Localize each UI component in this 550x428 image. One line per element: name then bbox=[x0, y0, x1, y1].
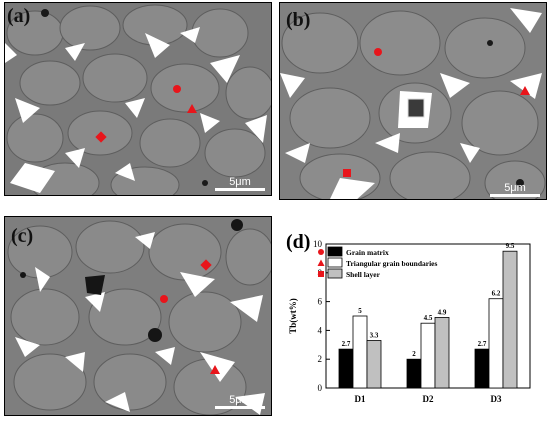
bar-data-label: 5 bbox=[358, 307, 362, 315]
legend-marker-square bbox=[318, 271, 324, 277]
legend-entry: Triangular grain boundaries bbox=[346, 259, 437, 268]
triangular-boundary-marker bbox=[187, 104, 197, 113]
y-tick-label: 10 bbox=[313, 239, 323, 249]
legend-swatch bbox=[327, 268, 343, 279]
legend-entry: Shell layer bbox=[346, 270, 381, 279]
x-tick-label: D2 bbox=[423, 394, 434, 404]
bar-data-label: 3.3 bbox=[370, 331, 379, 339]
bar bbox=[406, 358, 422, 389]
micrograph-c-image bbox=[5, 217, 271, 415]
panel-a-markers bbox=[95, 85, 197, 143]
triangular-boundary-marker bbox=[520, 86, 530, 95]
bar-data-label: 2.7 bbox=[342, 340, 351, 348]
y-tick-label: 4 bbox=[318, 325, 323, 335]
shell-layer-marker bbox=[200, 259, 212, 271]
bar bbox=[434, 317, 450, 389]
scale-bar-a: 5μm bbox=[215, 173, 265, 191]
scale-bar-b-text: 5μm bbox=[504, 182, 526, 194]
grain-matrix-marker bbox=[374, 48, 382, 56]
bar bbox=[502, 250, 518, 389]
legend-swatch bbox=[327, 257, 343, 268]
panel-d-label: (d) bbox=[286, 231, 310, 253]
micrograph-panel-a: (a) 5μm bbox=[4, 2, 272, 196]
grain-matrix-marker bbox=[173, 85, 181, 93]
bar-data-label: 9.5 bbox=[506, 242, 515, 250]
shell-layer-marker bbox=[343, 169, 351, 177]
triangular-boundary-marker bbox=[210, 365, 220, 374]
micrograph-panel-b: (b) 5μm bbox=[279, 2, 547, 200]
x-tick-label: D1 bbox=[355, 394, 366, 404]
bar-data-label: 4.9 bbox=[438, 308, 447, 316]
scale-bar-a-text: 5μm bbox=[229, 176, 251, 188]
bar-data-label: 2.7 bbox=[478, 340, 487, 348]
scale-bar-c: 5μm bbox=[215, 391, 265, 409]
panel-b-markers bbox=[343, 48, 530, 177]
panel-c-markers bbox=[160, 259, 220, 374]
bar bbox=[352, 315, 368, 389]
y-tick-label: 6 bbox=[318, 297, 323, 307]
scale-bar-b: 5μm bbox=[490, 179, 540, 197]
legend-marker-circle bbox=[318, 249, 324, 255]
bar-data-label: 6.2 bbox=[492, 290, 501, 298]
shell-layer-marker bbox=[95, 131, 107, 143]
grain-matrix-marker bbox=[160, 295, 168, 303]
legend-marker-triangle bbox=[317, 259, 325, 266]
y-tick-label: 0 bbox=[318, 383, 323, 393]
legend-entry: Grain matrix bbox=[346, 248, 389, 257]
bar bbox=[420, 322, 436, 389]
micrograph-b-image bbox=[280, 3, 546, 199]
scale-bar-c-text: 5μm bbox=[229, 394, 251, 406]
bar-data-label: 4.5 bbox=[424, 314, 433, 322]
bar bbox=[474, 348, 490, 389]
panel-c-label: (c) bbox=[11, 225, 34, 247]
y-tick-label: 2 bbox=[318, 354, 323, 364]
panel-a-label: (a) bbox=[7, 5, 31, 27]
panel-b-label: (b) bbox=[286, 9, 311, 31]
micrograph-a-image bbox=[5, 3, 271, 195]
bar-data-label: 2 bbox=[412, 350, 416, 358]
micrograph-panel-c: (c) 5μm bbox=[4, 216, 272, 416]
bar bbox=[366, 340, 382, 389]
y-axis-title: Tb(wt%) bbox=[288, 298, 298, 334]
x-tick-label: D3 bbox=[491, 394, 502, 404]
legend-swatch bbox=[327, 246, 343, 257]
bar bbox=[488, 298, 504, 389]
bar bbox=[338, 348, 354, 389]
